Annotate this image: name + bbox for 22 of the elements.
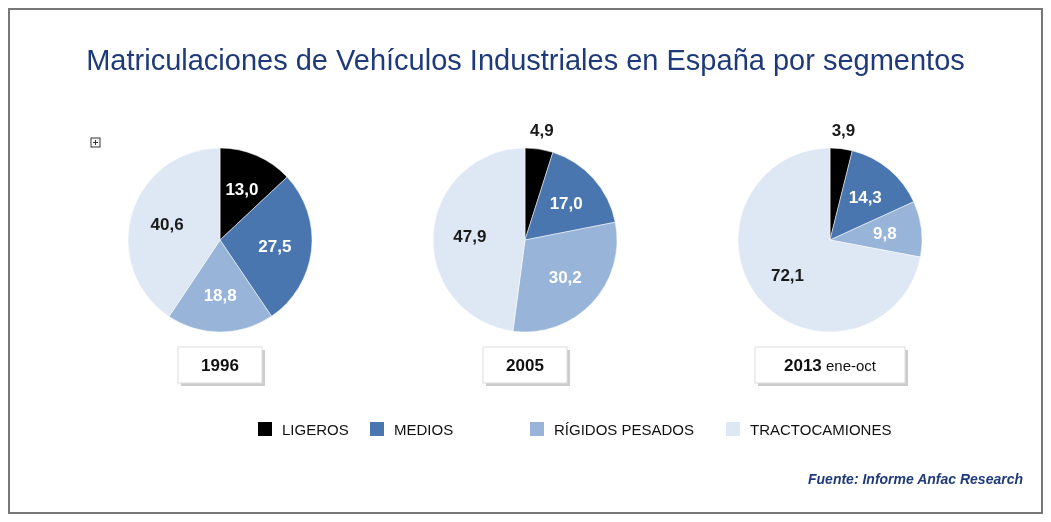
text: 1996 [201, 355, 239, 375]
data-label: 40,6 [150, 214, 184, 234]
legend-label: TRACTOCAMIONES [750, 420, 892, 438]
data-label: 13,0 [225, 179, 259, 199]
source-note: Fuente: Informe Anfac Research [808, 471, 1023, 487]
data-label: 27,5 [258, 236, 292, 256]
pie-slice [737, 147, 921, 333]
data-label: 72,1 [770, 265, 805, 285]
data-label: 9,8 [872, 223, 897, 243]
data-label: 30,2 [548, 268, 582, 288]
text: 2005 [506, 355, 544, 375]
data-label: 14,3 [848, 188, 882, 208]
legend-label: LIGEROS [282, 420, 349, 438]
data-label: 4,9 [530, 121, 554, 141]
legend-label: RÍGIDOS PESADOS [554, 420, 695, 438]
text: 2013 ene-oct [783, 355, 877, 375]
data-label: 47,9 [453, 226, 487, 246]
data-label: 17,0 [549, 193, 583, 213]
legend-label: MEDIOS [394, 420, 454, 438]
data-label: 18,8 [203, 285, 237, 305]
data-label: 3,9 [831, 120, 856, 140]
text: Matriculaciones de Vehículos Industriales en España por segmentos [86, 44, 965, 76]
